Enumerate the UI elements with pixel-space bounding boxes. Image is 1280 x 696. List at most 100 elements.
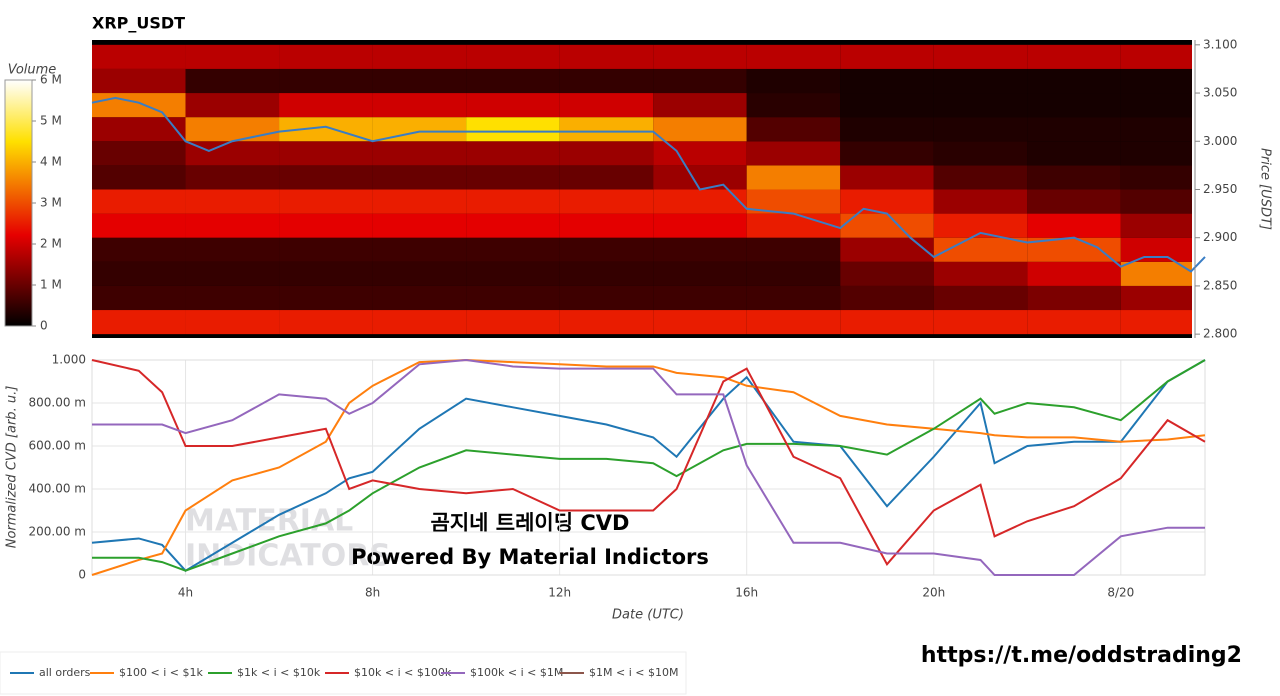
- heat-cell: [92, 68, 186, 94]
- heat-cell: [1027, 285, 1121, 311]
- heat-cell: [185, 310, 280, 335]
- heat-cell: [1120, 44, 1192, 69]
- heat-cell: [653, 141, 747, 166]
- heat-cell: [92, 261, 186, 286]
- y-axis-title: Price [USDT]: [1258, 148, 1273, 230]
- heat-cell: [372, 285, 467, 311]
- heat-cell: [933, 44, 1028, 69]
- heat-cell: [653, 310, 747, 335]
- heat-cell: [1120, 213, 1192, 238]
- heat-cell: [92, 285, 186, 311]
- heat-cell: [466, 165, 560, 190]
- heat-cell: [653, 44, 747, 69]
- x-tick-label: 12h: [548, 586, 571, 600]
- heat-cell: [933, 310, 1028, 335]
- legend-label: $1k < i < $10k: [237, 666, 321, 679]
- heat-cell: [279, 213, 373, 238]
- colorbar-tick-label: 4 M: [40, 155, 62, 169]
- y-tick-label: 3.050: [1203, 86, 1237, 100]
- heat-cell: [466, 310, 560, 335]
- colorbar-tick-label: 2 M: [40, 237, 62, 251]
- heat-cell: [1120, 189, 1192, 214]
- colorbar-tick-label: 5 M: [40, 114, 62, 128]
- heat-cell: [840, 261, 934, 286]
- heat-cell: [746, 44, 841, 69]
- heat-cell: [185, 165, 280, 190]
- heat-cell: [653, 285, 747, 311]
- y-tick-label: 0: [78, 568, 86, 582]
- heat-cell: [1027, 117, 1121, 142]
- heat-cell: [92, 213, 186, 238]
- heat-cell: [746, 285, 841, 311]
- logo-text: INDICATORS: [185, 539, 391, 574]
- y-tick-label: 2.850: [1203, 278, 1237, 292]
- heat-cell: [279, 310, 373, 335]
- heat-cell: [372, 261, 467, 286]
- heat-cell: [466, 213, 560, 238]
- heat-cell: [372, 237, 467, 262]
- heat-cell: [279, 189, 373, 214]
- heat-cell: [933, 93, 1028, 118]
- heat-cell: [1027, 165, 1121, 190]
- heat-cell: [92, 237, 186, 262]
- heat-cell: [746, 93, 841, 118]
- heat-cell: [1120, 285, 1192, 311]
- heat-cell: [840, 285, 934, 311]
- heat-cell: [1027, 189, 1121, 214]
- heat-cell: [653, 117, 747, 142]
- heat-cell: [559, 261, 654, 286]
- heat-cell: [92, 189, 186, 214]
- heat-cell: [840, 117, 934, 142]
- heat-cell: [653, 213, 747, 238]
- watermark-text: 곰지네 트레이딩 CVD: [431, 511, 630, 535]
- heat-cell: [279, 261, 373, 286]
- heat-cell: [653, 261, 747, 286]
- y-tick-label: 2.950: [1203, 182, 1237, 196]
- heat-cell: [1120, 141, 1192, 166]
- heat-cell: [92, 165, 186, 190]
- heat-cell: [372, 93, 467, 118]
- y-tick-label: 1.000: [52, 353, 86, 367]
- heat-cell: [746, 310, 841, 335]
- heat-cell: [559, 141, 654, 166]
- heat-cell: [279, 285, 373, 311]
- heat-cell: [840, 165, 934, 190]
- heat-cell: [1120, 310, 1192, 335]
- heat-cell: [653, 93, 747, 118]
- heat-cell: [92, 141, 186, 166]
- heat-cell: [185, 237, 280, 262]
- colorbar-tick-label: 6 M: [40, 73, 62, 87]
- legend-box: [0, 651, 687, 695]
- heat-cell: [92, 310, 186, 335]
- heat-cell: [185, 141, 280, 166]
- colorbar-tick-label: 3 M: [40, 196, 62, 210]
- series-line: [91, 359, 1206, 566]
- series-line: [91, 358, 1206, 576]
- heat-cell: [1120, 68, 1192, 94]
- colorbar-title: Volume: [8, 63, 57, 78]
- heat-cell: [372, 68, 467, 94]
- heat-cell: [653, 68, 747, 94]
- x-tick-label: 16h: [735, 586, 758, 600]
- heat-cell: [372, 189, 467, 214]
- colorbar: [4, 79, 33, 327]
- legend-label: $100 < i < $1k: [119, 666, 203, 679]
- y-axis-title: Normalized CVD [arb. u.]: [5, 386, 20, 549]
- heat-cell: [185, 285, 280, 311]
- heat-cell: [559, 93, 654, 118]
- heat-cell: [466, 93, 560, 118]
- heat-cell: [466, 117, 560, 142]
- heat-cell: [279, 165, 373, 190]
- heat-cell: [933, 261, 1028, 286]
- heat-cell: [466, 285, 560, 311]
- heat-cell: [746, 117, 841, 142]
- y-tick-label: 200.00 m: [29, 525, 87, 539]
- heat-cell: [185, 117, 280, 142]
- heat-cell: [840, 310, 934, 335]
- heat-cell: [92, 117, 186, 142]
- heat-cell: [746, 213, 841, 238]
- y-tick-label: 400.00 m: [29, 482, 87, 496]
- heat-cell: [559, 237, 654, 262]
- heat-cell: [933, 165, 1028, 190]
